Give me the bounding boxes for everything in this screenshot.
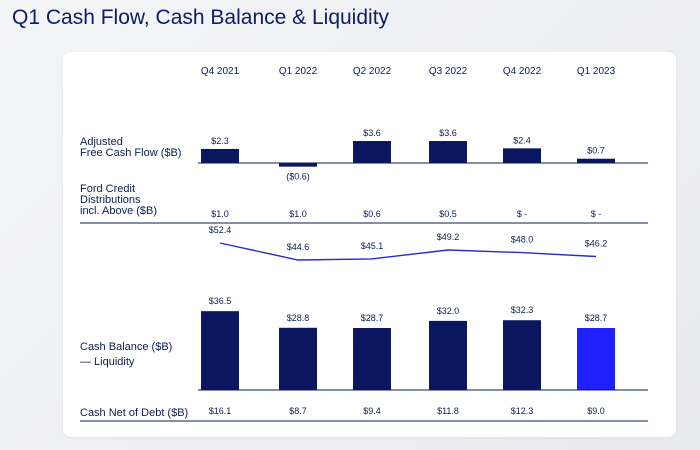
liquidity-line xyxy=(219,242,597,261)
liquidity-value-label: $46.2 xyxy=(585,239,608,249)
cash-net-debt-value: $11.8 xyxy=(437,406,459,416)
liquidity-value-label: $52.4 xyxy=(209,225,232,235)
fcf-bar xyxy=(201,148,239,163)
cash-net-debt-value: $9.4 xyxy=(363,406,381,416)
cash-balance-bar xyxy=(429,320,467,390)
ford-credit-value: $ - xyxy=(591,209,602,219)
cash-net-debt-value: $12.3 xyxy=(511,406,534,416)
fcf-row-label: Free Cash Flow ($B) xyxy=(80,147,181,159)
cash-net-debt-row-label: Cash Net of Debt ($B) xyxy=(80,407,188,419)
ford-credit-value: $1.0 xyxy=(289,209,307,219)
ford-credit-row-label: Ford Credit xyxy=(80,183,135,195)
ford-credit-value: $1.0 xyxy=(211,209,229,219)
quarter-header: Q4 2022 xyxy=(503,66,542,77)
liquidity-value-label: $49.2 xyxy=(437,232,460,242)
cash-balance-bar xyxy=(353,328,391,390)
ford-credit-value: $ - xyxy=(517,209,528,219)
liquidity-legend-label: — Liquidity xyxy=(80,356,135,368)
cash-balance-value-label: $32.0 xyxy=(437,306,460,316)
cash-net-debt-value: $16.1 xyxy=(209,406,232,416)
page-title: Q1 Cash Flow, Cash Balance & Liquidity xyxy=(12,6,390,29)
fcf-value-label: $0.7 xyxy=(587,146,605,156)
cash-balance-value-label: $32.3 xyxy=(511,305,534,315)
cash-balance-bar xyxy=(279,327,317,390)
liquidity-value-label: $45.1 xyxy=(361,241,384,251)
quarter-header: Q3 2022 xyxy=(429,66,468,77)
cash-net-debt-value: $9.0 xyxy=(587,406,605,416)
quarter-header: Q2 2022 xyxy=(353,66,392,77)
cash-balance-value-label: $28.7 xyxy=(361,313,384,323)
fcf-value-label: $3.6 xyxy=(363,128,381,138)
ford-credit-value: $0.5 xyxy=(439,209,457,219)
quarter-header: Q1 2023 xyxy=(577,66,616,77)
fcf-value-label: $2.4 xyxy=(513,135,531,145)
fcf-bar xyxy=(503,148,541,163)
cash-balance-row-label: Cash Balance ($B) xyxy=(80,341,172,353)
fcf-row-label: Adjusted xyxy=(80,136,123,148)
fcf-value-label: $3.6 xyxy=(439,128,457,138)
liquidity-value-label: $48.0 xyxy=(511,235,534,245)
ford-credit-value: $0.6 xyxy=(363,209,381,219)
ford-credit-row-label: Distributions xyxy=(80,194,141,206)
cash-balance-bar xyxy=(577,328,615,390)
fcf-bar xyxy=(577,158,615,163)
ford-credit-row-label: incl. Above ($B) xyxy=(80,205,157,217)
fcf-bar xyxy=(429,141,467,163)
quarter-header: Q4 2021 xyxy=(201,66,240,77)
quarter-header: Q1 2022 xyxy=(279,66,318,77)
fcf-value-label: $2.3 xyxy=(211,136,229,146)
cash-balance-value-label: $28.7 xyxy=(585,313,608,323)
fcf-bar xyxy=(353,141,391,163)
cash-balance-bar xyxy=(201,311,239,390)
liquidity-value-label: $44.6 xyxy=(287,242,310,252)
cash-net-debt-value: $8.7 xyxy=(289,406,307,416)
fcf-bar xyxy=(279,163,317,167)
chart-card: Q4 2021 Q1 2022 Q2 2022 Q3 2022 Q4 2022 Q1 20… xyxy=(63,52,676,437)
cash-balance-value-label: $28.8 xyxy=(287,313,310,323)
cash-flow-chart: Q4 2021 Q1 2022 Q2 2022 Q3 2022 Q4 2022 Q1 20… xyxy=(80,66,648,422)
cash-balance-value-label: $36.5 xyxy=(209,296,232,306)
fcf-value-label: ($0.6) xyxy=(286,172,310,182)
cash-balance-bar xyxy=(503,320,541,390)
